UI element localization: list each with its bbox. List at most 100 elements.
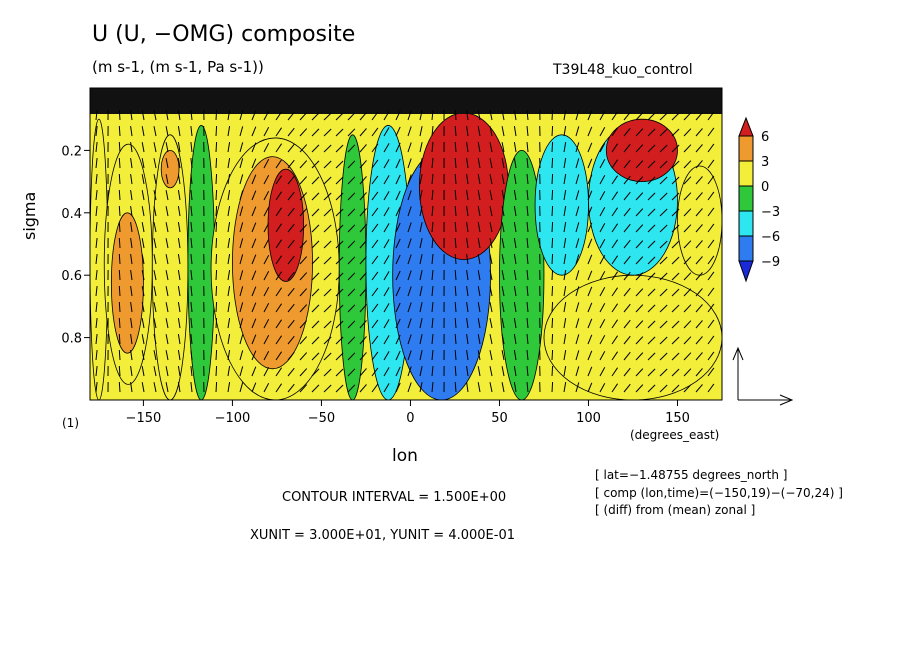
wind-vector [707,271,715,281]
wind-vector [227,254,231,265]
wind-vector [587,222,593,233]
wind-vector [611,239,619,249]
chart-title: U (U, −OMG) composite [92,22,356,47]
wind-vector [683,352,692,361]
wind-vector [130,206,133,217]
wind-vector [359,208,367,217]
wind-vector [599,190,606,201]
wind-vector [215,125,218,137]
wind-vector [513,158,517,169]
wind-vector [647,176,656,185]
wind-vector [239,222,244,233]
wind-vector [671,304,680,313]
wind-vector [347,160,356,169]
wind-vector [311,144,320,153]
wind-vector [407,142,412,153]
wind-vector [190,318,193,329]
wind-vector [165,142,169,153]
wind-vector [575,174,580,185]
wind-vector [635,176,644,185]
wind-vector [227,110,231,121]
wind-vector [489,318,493,329]
wind-vector [647,240,656,249]
wind-vector [347,192,356,201]
wind-vector [383,127,390,137]
wind-vector [683,240,692,249]
wind-vector [141,110,145,121]
wind-vector [599,382,606,393]
wind-vector [153,206,157,217]
wind-vector [501,110,505,121]
wind-vector [395,318,401,329]
wind-vector [575,158,580,169]
wind-vector [177,174,181,185]
chart-units: (m s-1, (m s-1, Pa s-1)) [92,58,264,76]
wind-vector [287,127,295,137]
wind-vector [299,160,308,169]
wind-vector [227,238,231,249]
wind-vector [466,190,469,201]
wind-vector [623,271,631,281]
wind-vector [477,334,481,345]
wind-vector [239,382,244,393]
wind-vector [275,287,283,297]
wind-vector [323,288,332,297]
wind-vector [563,158,567,169]
wind-vector [599,302,606,313]
wind-vector [177,126,181,137]
wind-vector [466,254,469,265]
wind-vector [287,271,295,281]
wind-vector [383,335,390,345]
wind-vector [227,318,231,329]
wind-vector [287,111,295,121]
wind-vector [513,110,517,121]
wind-vector [647,368,656,377]
wind-vector [671,272,680,281]
wind-vector [659,224,668,233]
wind-vector [141,334,145,345]
wind-vector [671,256,680,265]
wind-vector [287,159,295,169]
wind-vector [431,302,434,313]
wind-vector [251,126,257,137]
wind-vector [371,383,379,393]
wind-vector [287,351,295,361]
wind-vector [395,206,401,217]
wind-vector [299,208,308,217]
wind-vector [359,272,367,281]
wind-vector [335,208,344,217]
wind-vector [599,350,606,361]
wind-vector [419,126,423,137]
wind-vector [707,287,715,297]
wind-vector [526,110,529,121]
wind-vector [371,239,379,249]
wind-vector [659,240,668,249]
wind-vector [347,144,356,153]
wind-vector [227,222,231,233]
wind-vector [335,288,344,297]
wind-vector [526,334,529,345]
wind-vector [454,333,457,345]
wind-vector [707,319,715,329]
wind-vector [683,368,692,377]
wind-vector [263,254,270,265]
wind-vector [215,301,218,313]
wind-vector [323,160,332,169]
wind-vector [563,110,567,121]
wind-vector [383,319,390,329]
wind-vector [239,334,244,345]
wind-vector [275,319,283,329]
wind-vector [707,207,715,217]
wind-vector [623,223,631,233]
wind-vector [477,318,481,329]
wind-vector [599,238,606,249]
wind-vector [683,304,692,313]
wind-vector [239,190,244,201]
wind-vector [165,318,169,329]
wind-vector [347,128,356,137]
wind-vector [611,159,619,169]
wind-vector [454,365,457,377]
wind-vector [489,206,493,217]
wind-vector [177,238,181,249]
wind-vector [190,302,193,313]
